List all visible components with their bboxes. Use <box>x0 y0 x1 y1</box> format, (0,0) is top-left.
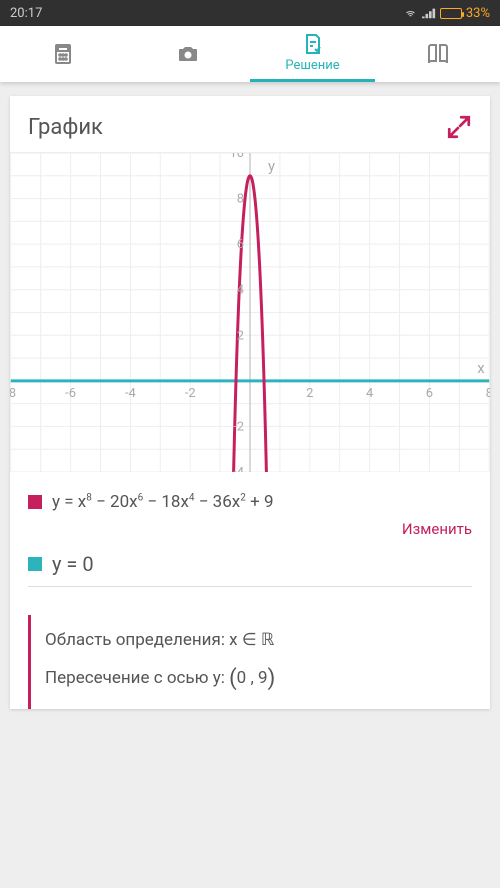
legend: y = x8 − 20x6 − 18x4 − 36x2 + 9 Изменить… <box>10 472 490 607</box>
legend-line: y = 0 <box>28 546 472 582</box>
graph-card: График -8 -6 -4 -2 2 4 6 8 -4 -2 2 4 6 8 10 x y y = x8 −… <box>10 96 490 709</box>
svg-text:2: 2 <box>306 386 313 401</box>
legend-curve: y = x8 − 20x6 − 18x4 − 36x2 + 9 <box>28 486 472 518</box>
legend-swatch-curve <box>28 495 42 509</box>
svg-text:-6: -6 <box>65 386 76 401</box>
card-header: График <box>10 96 490 152</box>
chart-area[interactable]: -8 -6 -4 -2 2 4 6 8 -4 -2 2 4 6 8 10 x y <box>10 152 490 472</box>
info-domain-label: Область определения: <box>45 630 225 650</box>
tab-camera[interactable] <box>125 26 250 82</box>
legend-line-formula: y = 0 <box>52 552 472 576</box>
svg-text:y: y <box>268 157 275 175</box>
card-title: График <box>28 115 446 140</box>
svg-text:-2: -2 <box>233 419 244 434</box>
svg-text:4: 4 <box>237 283 244 298</box>
legend-swatch-line <box>28 557 42 571</box>
status-bar: 20:17 33% <box>0 0 500 26</box>
svg-text:2: 2 <box>237 328 244 343</box>
info-yintercept: Пересечение с осью y: (0 , 9) <box>45 657 472 701</box>
svg-text:6: 6 <box>237 237 244 252</box>
expand-icon[interactable] <box>446 114 472 140</box>
svg-text:10: 10 <box>229 153 244 161</box>
chart-svg: -8 -6 -4 -2 2 4 6 8 -4 -2 2 4 6 8 10 x y <box>10 153 490 472</box>
legend-divider <box>28 586 472 587</box>
svg-text:8: 8 <box>486 386 490 401</box>
book-icon <box>426 42 450 66</box>
status-right: 33% <box>403 6 490 21</box>
battery-icon <box>440 8 462 19</box>
wifi-icon <box>403 7 418 19</box>
battery-text: 33% <box>466 6 490 21</box>
svg-text:-8: -8 <box>10 386 16 401</box>
info-yint-value: 0 , 9 <box>237 668 268 688</box>
info-domain-value: x ∈ ℝ <box>229 630 274 650</box>
info-block: Область определения: x ∈ ℝ Пересечение с… <box>28 615 472 709</box>
svg-text:8: 8 <box>237 192 244 207</box>
tab-book[interactable] <box>375 26 500 82</box>
svg-text:-4: -4 <box>233 465 244 472</box>
svg-text:-2: -2 <box>185 386 196 401</box>
camera-icon <box>176 42 200 66</box>
svg-text:4: 4 <box>366 386 373 401</box>
info-domain: Область определения: x ∈ ℝ <box>45 623 472 657</box>
tab-bar: Решение <box>0 26 500 82</box>
legend-curve-formula: y = x8 − 20x6 − 18x4 − 36x2 + 9 <box>52 492 472 512</box>
change-link[interactable]: Изменить <box>28 518 472 546</box>
svg-text:x: x <box>477 359 485 377</box>
tab-solution[interactable]: Решение <box>250 26 375 82</box>
status-time: 20:17 <box>10 6 403 21</box>
tab-solution-label: Решение <box>285 58 339 73</box>
svg-text:-4: -4 <box>125 386 136 401</box>
solution-icon <box>301 32 325 56</box>
svg-text:6: 6 <box>426 386 433 401</box>
signal-icon <box>422 7 436 19</box>
info-yint-label: Пересечение с осью y: <box>45 668 225 688</box>
calculator-icon <box>51 42 75 66</box>
tab-calculator[interactable] <box>0 26 125 82</box>
